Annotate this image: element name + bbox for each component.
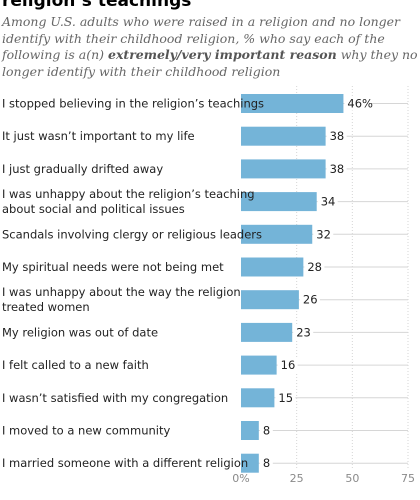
bar bbox=[241, 388, 275, 408]
value-label: 46% bbox=[347, 97, 373, 111]
value-label: 8 bbox=[263, 424, 270, 438]
category-label: about social and political issues bbox=[2, 202, 185, 216]
x-tick-label: 75 bbox=[401, 472, 415, 485]
value-label: 23 bbox=[296, 325, 311, 339]
value-label-background bbox=[299, 292, 320, 307]
x-tick-label: 0% bbox=[232, 472, 249, 485]
x-axis: 0% 25 50 75 bbox=[232, 472, 415, 485]
x-tick-label: 25 bbox=[290, 472, 304, 485]
value-label: 16 bbox=[281, 358, 296, 372]
category-label: I was unhappy about the way the religion bbox=[2, 285, 241, 299]
bar bbox=[241, 94, 344, 113]
category-label: I was unhappy about the religion’s teach… bbox=[2, 187, 255, 201]
value-label: 38 bbox=[330, 129, 345, 143]
bar-row: 8 I moved to a new community bbox=[2, 421, 408, 440]
category-label: It just wasn’t important to my life bbox=[2, 129, 195, 143]
bar-row: 32 Scandals involving clergy or religious… bbox=[2, 224, 408, 244]
bar-row: 38 It just wasn’t important to my life bbox=[2, 126, 408, 146]
category-label: I moved to a new community bbox=[2, 424, 170, 438]
value-label-background bbox=[313, 227, 334, 242]
subtitle-text-end: why they no longer identify with their c… bbox=[2, 47, 418, 79]
value-label: 34 bbox=[321, 195, 336, 209]
bar-row: 23 My religion was out of date bbox=[2, 322, 408, 342]
chart-subtitle: Among U.S. adults who were raised in a r… bbox=[2, 14, 418, 80]
value-label-background bbox=[304, 260, 325, 274]
bar bbox=[241, 453, 259, 473]
bar bbox=[241, 126, 326, 146]
x-tick-label: 50 bbox=[345, 472, 359, 485]
value-label-background bbox=[326, 161, 347, 176]
bar-row: 38 I just gradually drifted away bbox=[2, 159, 408, 179]
bar-row: 46% I stopped believing in the religion’s… bbox=[2, 94, 408, 113]
value-label: 8 bbox=[263, 456, 270, 470]
bar-row: 8 I married someone with a different reli… bbox=[2, 453, 408, 473]
value-label-background bbox=[317, 194, 338, 209]
category-label: My religion was out of date bbox=[2, 325, 158, 339]
value-label-background bbox=[259, 456, 273, 471]
bar bbox=[241, 421, 259, 440]
value-label-background bbox=[275, 390, 296, 405]
value-label-background bbox=[277, 358, 298, 373]
value-label: 28 bbox=[307, 260, 322, 274]
bar bbox=[241, 257, 304, 277]
subtitle-text: Among U.S. adults who were raised in a r… bbox=[2, 14, 401, 62]
category-label: Scandals involving clergy or religious l… bbox=[2, 227, 262, 241]
bar bbox=[241, 322, 293, 342]
bar bbox=[241, 355, 277, 375]
bar-row: 26 I was unhappy about the way the religi… bbox=[2, 285, 408, 314]
value-label-background bbox=[293, 325, 314, 340]
value-label: 32 bbox=[316, 227, 331, 241]
category-label: I stopped believing in the religion’s te… bbox=[2, 97, 264, 111]
bar bbox=[241, 290, 299, 310]
chart-title: religion’s teachings bbox=[2, 0, 192, 11]
value-label: 26 bbox=[303, 293, 318, 307]
category-label: treated women bbox=[2, 300, 90, 314]
category-label: I just gradually drifted away bbox=[2, 162, 163, 176]
category-label: I wasn’t satisfied with my congregation bbox=[2, 391, 228, 405]
value-label-background bbox=[326, 129, 347, 144]
bar-row: 15 I wasn’t satisfied with my congregatio… bbox=[2, 388, 408, 408]
bar-row: 34 I was unhappy about the religion’s tea… bbox=[2, 187, 408, 216]
subtitle-emphasis: extremely/very important reason bbox=[108, 47, 337, 62]
value-label: 38 bbox=[330, 162, 345, 176]
value-label-background bbox=[259, 423, 273, 438]
bar bbox=[241, 159, 326, 179]
category-label: I felt called to a new faith bbox=[2, 358, 149, 372]
bar bbox=[241, 192, 317, 212]
value-label: 15 bbox=[278, 391, 293, 405]
category-label: I married someone with a different relig… bbox=[2, 456, 248, 470]
bar-row: 16 I felt called to a new faith bbox=[2, 355, 408, 375]
bar-row: 28 My spiritual needs were not being met bbox=[2, 257, 408, 277]
category-label: My spiritual needs were not being met bbox=[2, 260, 224, 274]
bar bbox=[241, 224, 313, 244]
value-label-background bbox=[344, 96, 372, 111]
gridlines bbox=[296, 86, 409, 470]
